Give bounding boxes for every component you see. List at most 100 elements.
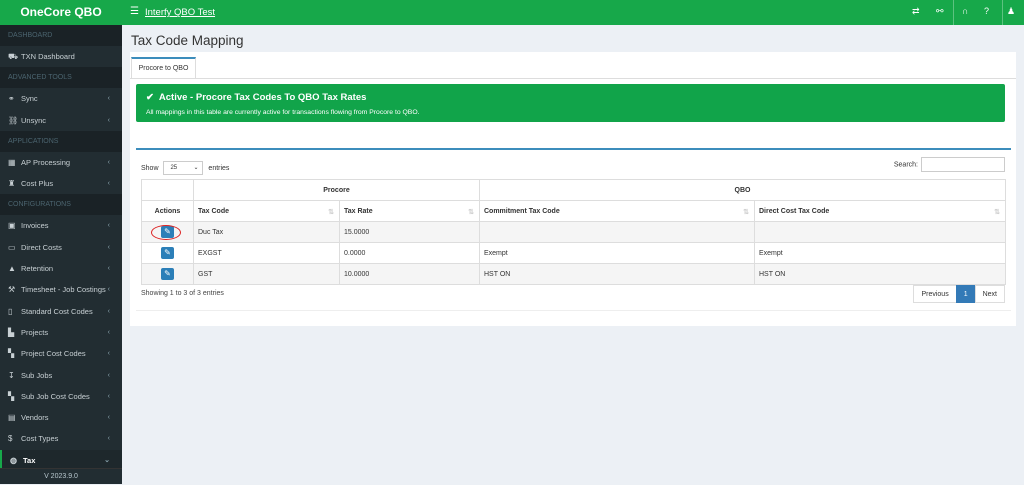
alert-title: Active - Procore Tax Codes To QBO Tax Ra… <box>158 92 367 103</box>
table-cell: Exempt <box>479 242 755 264</box>
sidebar-item-cost-types[interactable]: $ Cost Types ‹ <box>0 428 122 449</box>
table-row: ✎ EXGST 0.0000 Exempt Exempt <box>141 242 1006 264</box>
menu-icon: ▙ <box>8 327 15 337</box>
sidebar-item-label: Projects <box>21 327 49 337</box>
sidebar-item-direct-costs[interactable]: ▭ Direct Costs ‹ <box>0 237 122 258</box>
chevron-left-icon: ‹ <box>107 116 110 124</box>
search-input[interactable] <box>921 157 1005 172</box>
page-length-select[interactable]: 25 ⌄ <box>163 161 204 175</box>
column-header-tax-code[interactable]: Tax Code ⇅ <box>193 200 340 222</box>
column-header-commitment-tax-code[interactable]: Commitment Tax Code ⇅ <box>479 200 755 222</box>
divider <box>130 78 1016 79</box>
column-label: Commitment Tax Code <box>484 207 560 215</box>
check-icon: ✔ <box>146 92 154 103</box>
chevron-down-icon: ⌄ <box>193 165 199 171</box>
sidebar-item-vendors[interactable]: ▤ Vendors ‹ <box>0 407 122 428</box>
divider <box>136 310 1011 311</box>
actions-cell: ✎ <box>141 242 194 264</box>
sidebar-item-label: Tax <box>23 455 36 465</box>
table-cell <box>754 221 1006 243</box>
previous-page-button[interactable]: Previous <box>913 285 957 303</box>
highlight-annotation <box>151 225 181 240</box>
chevron-left-icon: ‹ <box>107 350 110 358</box>
table-cell: HST ON <box>754 263 1006 285</box>
menu-icon: $ <box>8 434 13 444</box>
sidebar-item-tax[interactable]: ◍ Tax ⌄ <box>0 449 122 472</box>
column-header-direct-cost-tax-code[interactable]: Direct Cost Tax Code ⇅ <box>754 200 1006 222</box>
menu-icon: ⛟ <box>8 52 19 61</box>
menu-icon: ⚒ <box>8 285 16 295</box>
actions-cell: ✎ <box>141 263 194 285</box>
chevron-left-icon: ‹ <box>107 222 110 230</box>
divider <box>953 0 954 25</box>
sidebar-section-header: DASHBOARD <box>0 25 122 46</box>
page-1-button[interactable]: 1 <box>955 285 976 303</box>
tab-procore-to-qbo[interactable]: Procore to QBO <box>131 57 196 78</box>
menu-icon: ↧ <box>8 370 15 380</box>
transfer-icon[interactable]: ⇄ <box>912 6 920 16</box>
sort-icon: ⇅ <box>743 208 749 216</box>
group-header-qbo: QBO <box>479 179 1006 201</box>
sidebar-item-projects[interactable]: ▙ Projects ‹ <box>0 322 122 343</box>
hamburger-menu-icon[interactable]: ☰ <box>130 6 139 17</box>
menu-icon: ▚ <box>8 349 15 359</box>
sidebar-item-label: Direct Costs <box>21 242 62 252</box>
chevron-left-icon: ‹ <box>107 286 110 294</box>
edit-button[interactable]: ✎ <box>161 247 174 259</box>
edit-button[interactable]: ✎ <box>161 268 174 280</box>
sidebar-item-retention[interactable]: ▲ Retention ‹ <box>0 258 122 279</box>
sort-icon: ⇅ <box>328 208 334 216</box>
column-header-actions: Actions <box>141 200 194 222</box>
share-icon[interactable]: ⚯ <box>936 6 944 16</box>
chevron-left-icon: ‹ <box>107 307 110 315</box>
sidebar-item-sub-jobs[interactable]: ↧ Sub Jobs ‹ <box>0 365 122 386</box>
pencil-icon: ✎ <box>164 269 171 278</box>
menu-icon: ▲ <box>8 264 16 274</box>
app-title-link[interactable]: Interfy QBO Test <box>145 7 216 18</box>
pencil-icon: ✎ <box>164 248 171 257</box>
sidebar-item-txn-dashboard[interactable]: ⛟ TXN Dashboard <box>0 46 122 67</box>
chevron-down-icon: ⌄ <box>104 456 110 464</box>
sidebar-item-invoices[interactable]: ▣ Invoices ‹ <box>0 215 122 236</box>
sidebar-item-label: Cost Plus <box>21 179 54 189</box>
brand-logo[interactable]: OneCore QBO <box>0 0 122 25</box>
sort-icon: ⇅ <box>468 208 474 216</box>
column-label: Direct Cost Tax Code <box>759 207 830 215</box>
user-icon[interactable]: ♟ <box>1007 6 1016 16</box>
sidebar-item-sync[interactable]: ⚭ Sync ‹ <box>0 88 122 109</box>
menu-icon: ♜ <box>8 179 16 189</box>
alert-text: All mappings in this table are currently… <box>146 109 420 116</box>
column-header-tax-rate[interactable]: Tax Rate ⇅ <box>339 200 480 222</box>
headset-icon[interactable]: ∩ <box>962 6 969 16</box>
sidebar-item-sub-job-cost-codes[interactable]: ▚ Sub Job Cost Codes ‹ <box>0 386 122 407</box>
sidebar-section-header: CONFIGURATIONS <box>0 194 122 216</box>
next-page-button[interactable]: Next <box>974 285 1005 303</box>
chevron-left-icon: ‹ <box>107 180 110 188</box>
sidebar-item-label: Cost Types <box>21 434 59 444</box>
length-control: Show 25 ⌄ entries <box>141 161 229 175</box>
group-header-procore: Procore <box>193 179 480 201</box>
chevron-left-icon: ‹ <box>107 243 110 251</box>
table-cell: 15.0000 <box>339 221 480 243</box>
chevron-left-icon: ‹ <box>107 435 110 443</box>
sidebar-item-project-cost-codes[interactable]: ▚ Project Cost Codes ‹ <box>0 343 122 364</box>
table-cell: EXGST <box>193 242 340 264</box>
version-label: V 2023.9.0 <box>0 468 122 484</box>
help-icon[interactable]: ? <box>984 6 990 16</box>
sidebar-item-cost-plus[interactable]: ♜ Cost Plus ‹ <box>0 173 122 194</box>
datatable-wrapper: Show 25 ⌄ entries Search: Procore QBO Act… <box>136 148 1011 312</box>
chevron-left-icon: ‹ <box>107 371 110 379</box>
sidebar-item-label: Sub Job Cost Codes <box>21 391 90 401</box>
sidebar-item-label: Sync <box>21 94 38 104</box>
sidebar-item-unsync[interactable]: ⛓ Unsync ‹ <box>0 110 122 131</box>
menu-icon: ◍ <box>10 455 17 465</box>
sidebar-item-standard-cost-codes[interactable]: ▯ Standard Cost Codes ‹ <box>0 301 122 322</box>
search-label: Search: <box>893 161 918 169</box>
chevron-left-icon: ‹ <box>107 392 110 400</box>
menu-icon: ⛓ <box>8 115 19 125</box>
sidebar-item-ap-processing[interactable]: ▦ AP Processing ‹ <box>0 152 122 173</box>
sidebar-item-timesheet-job-costings[interactable]: ⚒ Timesheet - Job Costings ‹ <box>0 279 122 300</box>
table-cell: 0.0000 <box>339 242 480 264</box>
table-info: Showing 1 to 3 of 3 entries <box>141 290 224 297</box>
table-cell <box>479 221 755 243</box>
